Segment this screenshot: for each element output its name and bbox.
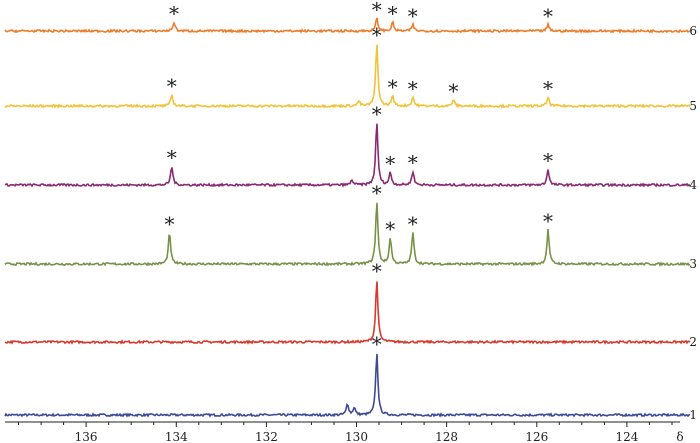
spectrum-trace-6: * * * * * 6 (4, 0, 697, 38)
peak-marker-5-2: * (372, 23, 382, 47)
x-tick-label-128: 128 (435, 430, 458, 443)
trace-label-2: 2 (689, 335, 697, 349)
x-tick-label-132: 132 (255, 430, 278, 443)
peak-marker-5-5: * (448, 79, 458, 103)
peak-marker-5-3: * (388, 75, 398, 99)
peak-marker-6-2: * (388, 1, 398, 25)
spectrum-trace-2: *2 (4, 259, 697, 349)
peak-marker-1-2: * (372, 332, 382, 356)
spectrum-trace-3: *** * *3 (4, 181, 697, 271)
spectra-traces: *1*2*** * *3*** * *4*** * * *5* * * * *6 (4, 0, 697, 422)
peak-marker-3-1: * (372, 181, 382, 205)
peak-marker-2-0: * (372, 259, 382, 283)
spectrum-trace-5: * * * * * * 5 (4, 23, 697, 113)
peak-marker-4-5: * (543, 149, 553, 173)
trace-label-3: 3 (689, 257, 697, 271)
spectrum-trace-4: * * * * * 4 (4, 102, 697, 192)
peak-marker-3-3: * (408, 212, 418, 236)
x-tick-label-134: 134 (165, 430, 188, 443)
peak-marker-3-0: * (165, 212, 175, 236)
x-tick-label-136: 136 (75, 430, 98, 443)
trace-label-5: 5 (689, 99, 697, 113)
peak-marker-3-2: * (385, 217, 395, 241)
peak-marker-5-6: * (543, 76, 553, 100)
x-axis-ticks: 136 134 132 130 128 126 124 (18, 422, 673, 443)
spectrum-line-3 (4, 202, 691, 267)
x-axis: 136 134 132 130 128 126 124 δ (5, 421, 684, 443)
peak-marker-4-0: * (167, 145, 177, 169)
peak-marker-3-4: * (543, 209, 553, 233)
peak-marker-5-0: * (167, 74, 177, 98)
peak-marker-4-4: * (408, 150, 418, 174)
spectrum-line-6 (4, 17, 691, 34)
x-tick-label-130: 130 (345, 430, 368, 443)
peak-marker-6-0: * (169, 1, 179, 25)
peak-marker-6-4: * (543, 4, 553, 28)
peak-marker-4-3: * (385, 152, 395, 176)
spectrum-line-5 (4, 44, 691, 109)
x-tick-label-126: 126 (525, 430, 548, 443)
peak-marker-4-2: * (372, 102, 382, 126)
spectrum-line-4 (4, 123, 691, 188)
spectrum-trace-1: *1 (4, 332, 697, 422)
trace-label-4: 4 (689, 178, 697, 192)
x-tick-label-124: 124 (615, 430, 638, 443)
peak-marker-5-4: * (408, 76, 418, 100)
trace-label-1: 1 (689, 408, 697, 422)
peak-marker-6-1: * (372, 0, 382, 22)
spectrum-line-2 (4, 281, 691, 345)
peak-marker-6-3: * (408, 4, 418, 28)
trace-label-6: 6 (689, 24, 697, 38)
spectrum-line-1 (4, 353, 691, 418)
x-axis-unit-label: δ (676, 430, 683, 443)
